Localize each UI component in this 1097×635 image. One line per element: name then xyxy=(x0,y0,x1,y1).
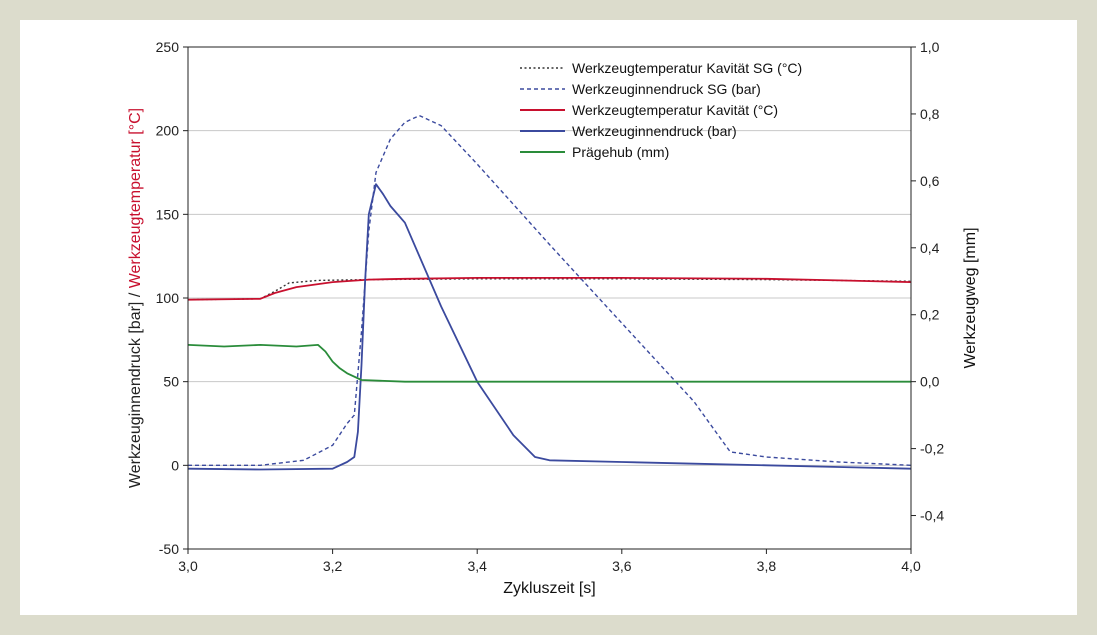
right-tick-label: 0,0 xyxy=(920,374,940,390)
right-tick-label: -0,4 xyxy=(920,508,944,524)
x-axis-ticks: 3,0 3,2 3,4 3,6 3,8 4,0 xyxy=(178,549,921,574)
left-axis-label: Werkzeuginnendruck [bar] / Werkzeugtempe… xyxy=(127,108,144,488)
x-axis-label: Zykluszeit [s] xyxy=(503,580,595,597)
left-tick-label: -50 xyxy=(159,541,179,557)
line-chart: 3,0 3,2 3,4 3,6 3,8 4,0 -50 0 50 100 150 200 250 -0… xyxy=(127,39,979,597)
legend-label: Werkzeugtemperatur Kavität SG (°C) xyxy=(572,60,802,76)
x-tick-label: 3,0 xyxy=(178,558,198,574)
left-axis-label-part: Werkzeuginnendruck [bar] / xyxy=(127,288,144,488)
series-line-pr-gehub-mm xyxy=(187,343,911,383)
right-tick-label: 0,2 xyxy=(920,307,940,323)
x-tick-label: 3,2 xyxy=(323,558,343,574)
x-tick-label: 3,4 xyxy=(467,558,487,574)
x-tick-label: 4,0 xyxy=(901,558,921,574)
legend-label: Prägehub (mm) xyxy=(572,144,669,160)
right-axis-ticks: -0,4 -0,2 0,0 0,2 0,4 0,6 0,8 1,0 xyxy=(911,39,944,524)
chart-frame: 3,0 3,2 3,4 3,6 3,8 4,0 -50 0 50 100 150 200 250 -0… xyxy=(20,20,1077,615)
series-line-werkzeuginnendruck-bar xyxy=(187,183,912,471)
legend-label: Werkzeuginnendruck (bar) xyxy=(572,123,737,139)
right-tick-label: 0,6 xyxy=(920,173,940,189)
left-tick-label: 150 xyxy=(156,206,180,222)
left-tick-label: 200 xyxy=(156,123,180,139)
left-axis-label-part: Werkzeugtemperatur [°C] xyxy=(127,108,144,288)
series-line-werkzeugtemperatur-kavit-t-sg-c xyxy=(187,278,912,301)
x-tick-label: 3,6 xyxy=(612,558,632,574)
right-tick-label: 0,8 xyxy=(920,106,940,122)
right-tick-label: 1,0 xyxy=(920,39,940,55)
right-tick-label: -0,2 xyxy=(920,441,944,457)
right-tick-label: 0,4 xyxy=(920,240,940,256)
series-line-werkzeuginnendruck-sg-bar xyxy=(188,114,912,466)
legend: Werkzeugtemperatur Kavität SG (°C) Werkze… xyxy=(520,60,802,160)
left-axis-ticks: -50 0 50 100 150 200 250 xyxy=(156,39,188,557)
left-tick-label: 50 xyxy=(163,374,179,390)
right-axis-label: Werkzeugweg [mm] xyxy=(962,227,979,368)
left-tick-label: 100 xyxy=(156,290,180,306)
series-line-werkzeugtemperatur-kavit-t-c xyxy=(187,276,912,301)
legend-label: Werkzeuginnendruck SG (bar) xyxy=(572,81,761,97)
legend-label: Werkzeugtemperatur Kavität (°C) xyxy=(572,102,778,118)
x-tick-label: 3,8 xyxy=(757,558,777,574)
grid-lines xyxy=(188,130,911,466)
left-tick-label: 250 xyxy=(156,39,180,55)
series-group xyxy=(187,114,912,471)
left-tick-label: 0 xyxy=(171,457,179,473)
